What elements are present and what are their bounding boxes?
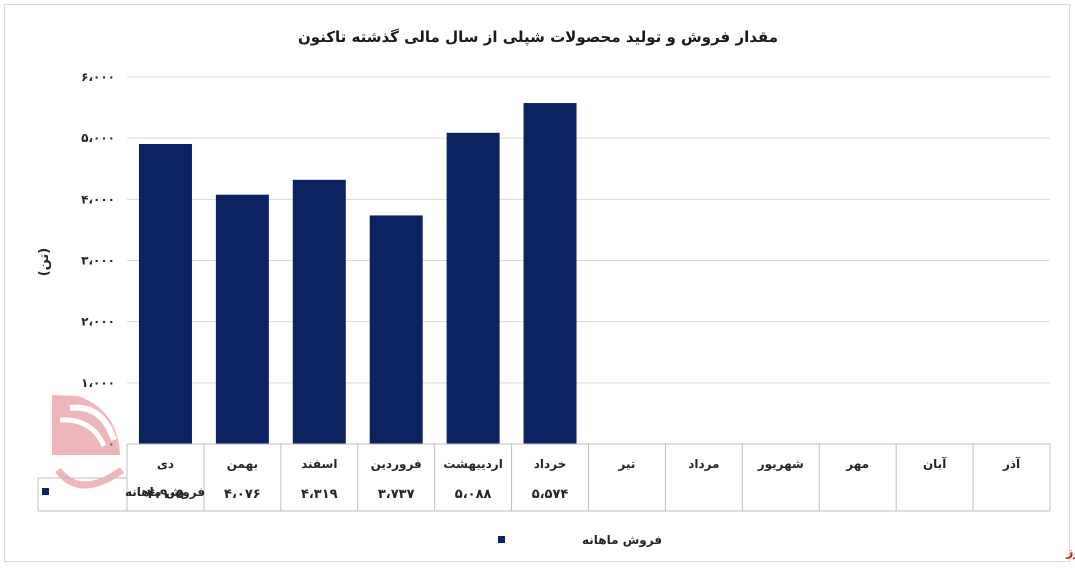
category-label: تیر — [618, 457, 636, 471]
y-tick-label: ۱،۰۰۰ — [81, 376, 115, 390]
y-tick-label: ۶،۰۰۰ — [81, 70, 115, 84]
category-label: مهر — [845, 457, 869, 471]
y-axis-label: (تن) — [37, 248, 52, 277]
category-labels: دی بهمن اسفند فروردین اردیبهشت خرداد تیر مرداد ش… — [157, 456, 1021, 472]
category-label: شهریور — [757, 457, 804, 472]
data-table-value: ۵،۰۸۸ — [455, 487, 492, 502]
data-table-grid — [37, 443, 1051, 512]
chart-frame — [4, 4, 1070, 562]
legend-marker — [498, 536, 505, 543]
bar — [523, 103, 577, 444]
y-tick-label: ۵،۰۰۰ — [81, 131, 115, 145]
brand-logo-text: بورس نیوز — [1065, 545, 1075, 560]
bars — [138, 103, 577, 445]
data-table-value: ۳،۷۳۷ — [378, 487, 415, 502]
bar — [446, 132, 500, 444]
bar — [292, 179, 346, 444]
data-table-value: ۴،۰۷۶ — [224, 487, 261, 502]
table-series-name: فروش ماهانه — [125, 485, 205, 500]
legend-label: فروش ماهانه — [582, 533, 662, 548]
category-label: آذر — [1002, 456, 1021, 471]
bar — [215, 194, 269, 444]
category-label: اسفند — [301, 457, 337, 471]
y-tick-label: ۳،۰۰۰ — [81, 254, 115, 268]
category-label: اردیبهشت — [443, 457, 502, 471]
category-label: خرداد — [534, 457, 567, 471]
data-table-values: ۴،۹۰۵ ۴،۰۷۶ ۴،۳۱۹ ۳،۷۳۷ ۵،۰۸۸ ۵،۵۷۴ — [147, 487, 568, 502]
y-tick-label: ۴،۰۰۰ — [81, 192, 115, 206]
category-label: آبان — [923, 456, 947, 471]
category-label: فروردین — [371, 457, 422, 472]
bar — [138, 143, 192, 445]
watermark-logo — [52, 395, 125, 489]
data-table-value: ۴،۹۰۵ — [147, 487, 184, 502]
data-table-value: ۴،۳۱۹ — [301, 487, 338, 502]
category-label: بهمن — [227, 457, 258, 471]
y-tick-label: ۲،۰۰۰ — [81, 315, 115, 329]
chart-title: مقدار فروش و تولید محصولات شپلی از سال م… — [298, 28, 778, 47]
category-label: دی — [157, 457, 174, 471]
data-table-value: ۵،۵۷۴ — [532, 487, 569, 502]
table-series-marker — [42, 488, 49, 495]
category-label: مرداد — [688, 457, 719, 471]
bar — [369, 215, 423, 444]
